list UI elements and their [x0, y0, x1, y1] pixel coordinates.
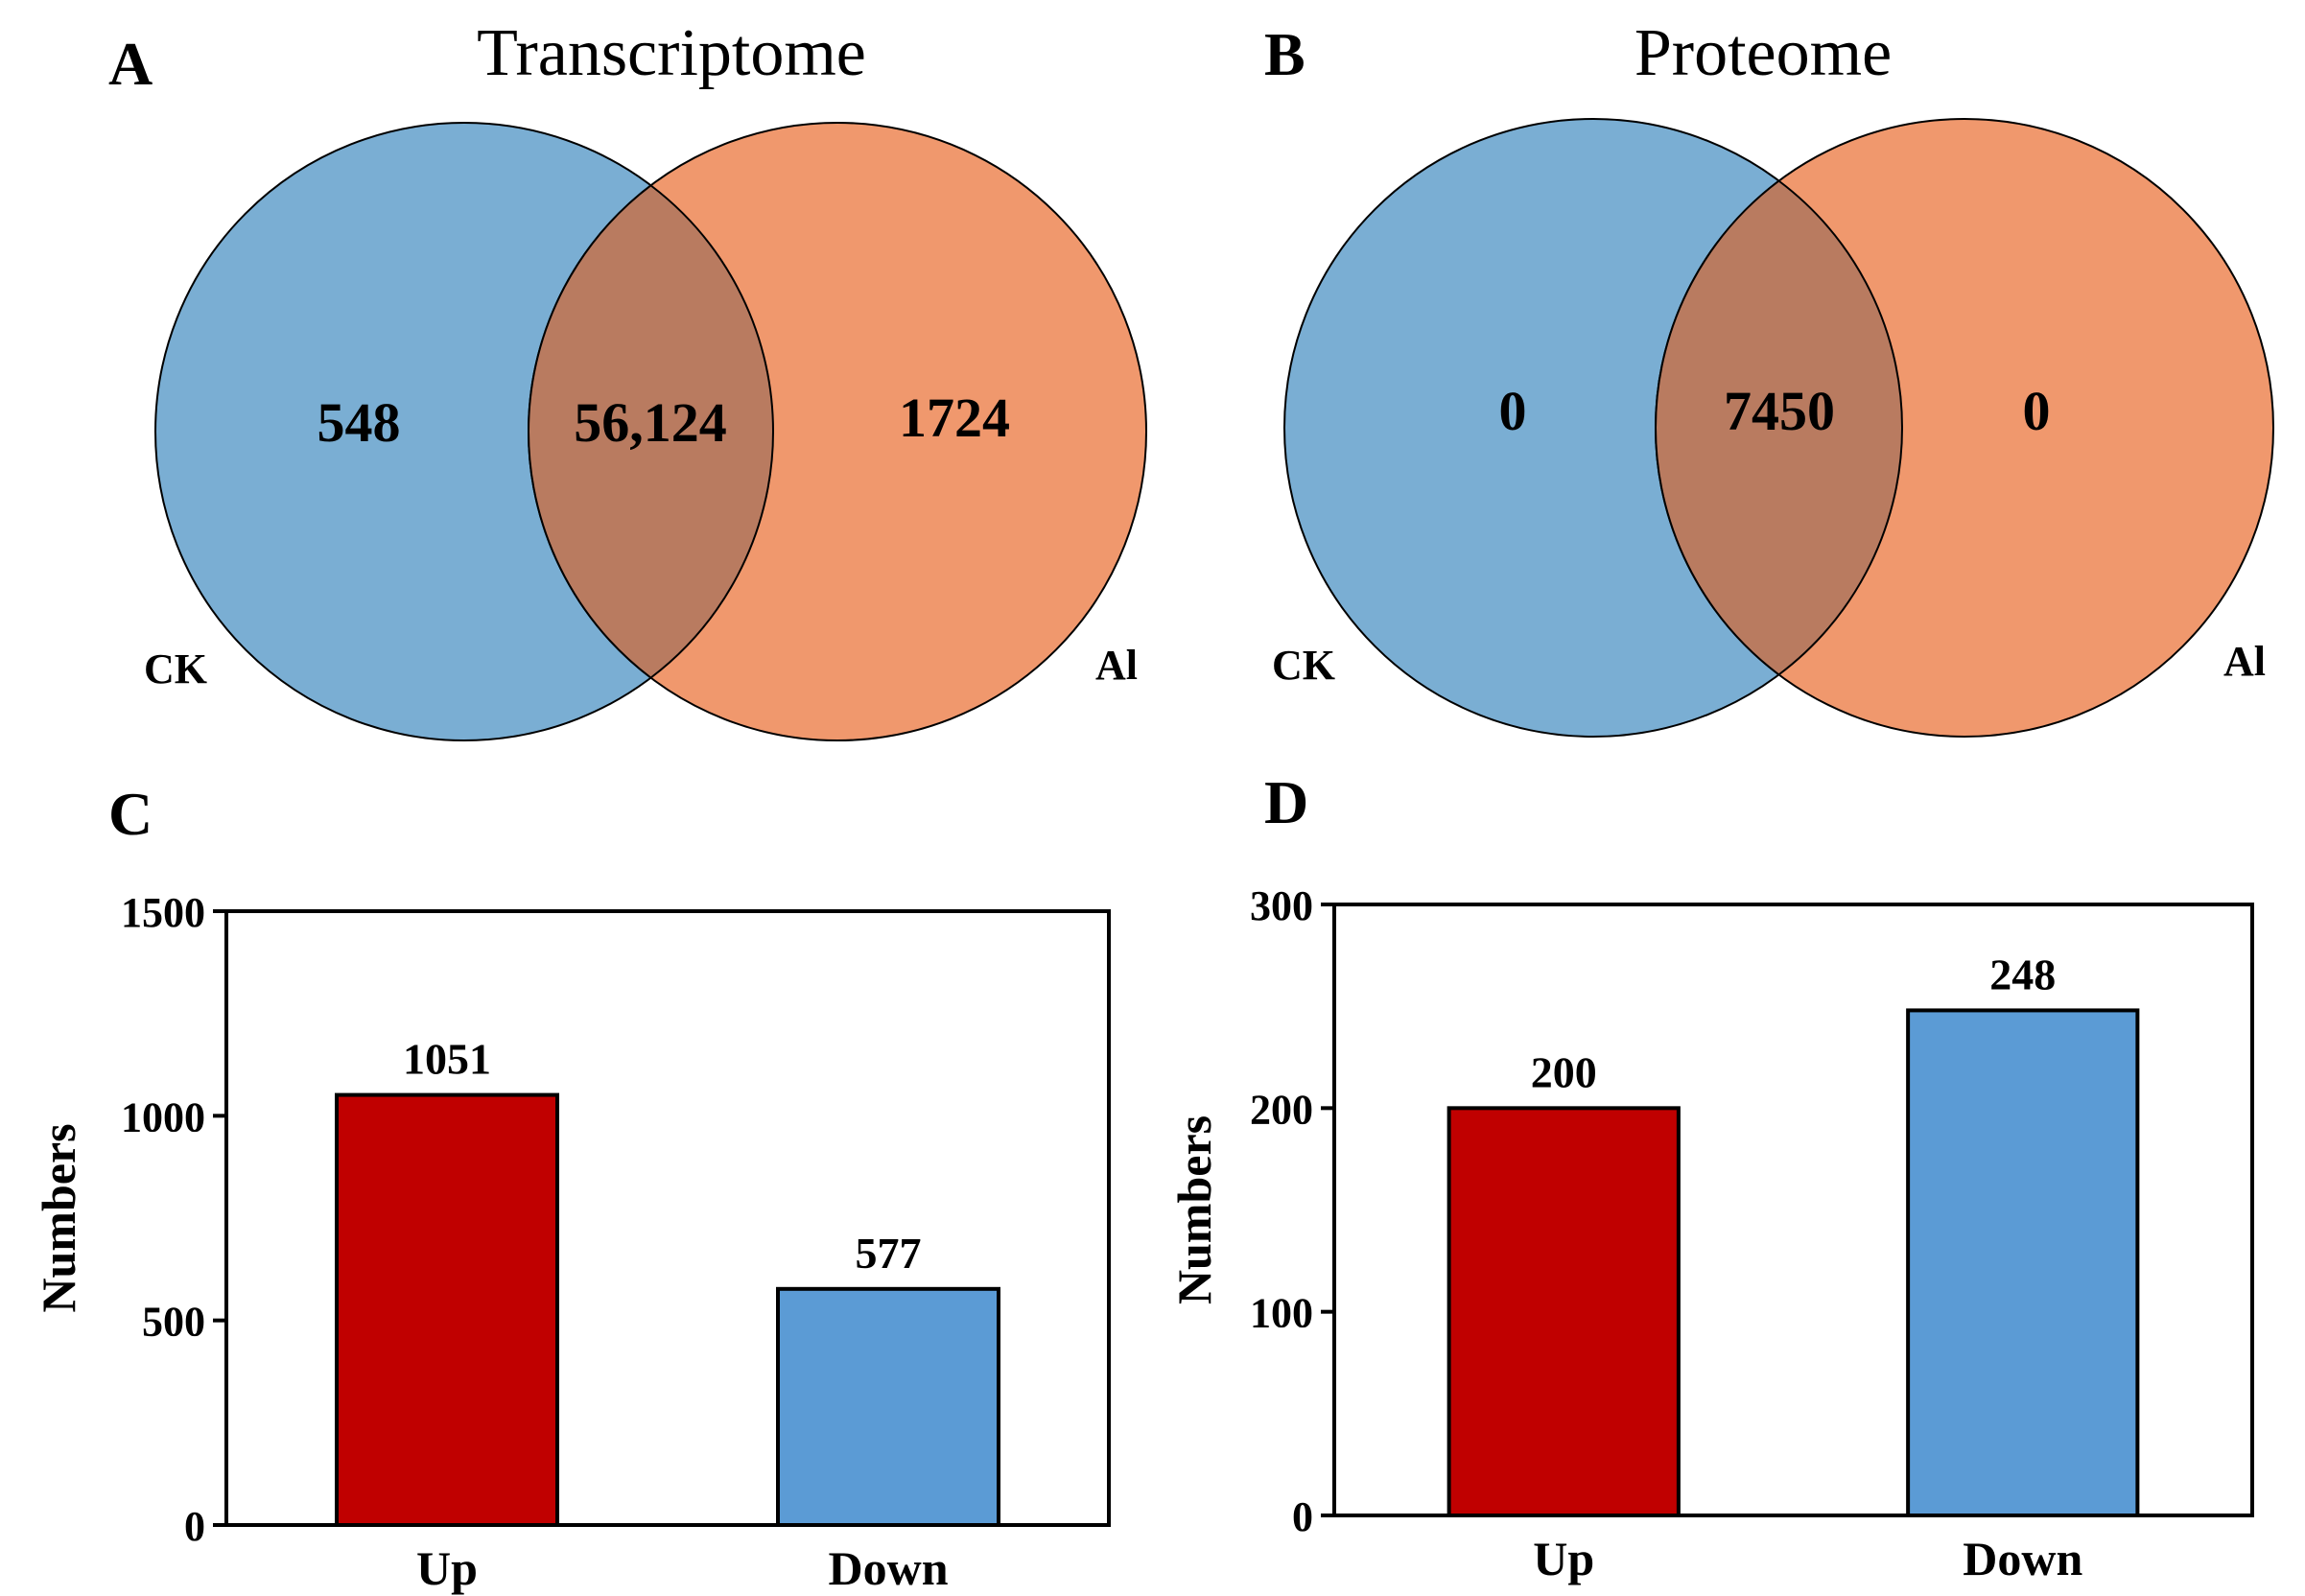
venn-a-al-label: Al — [1095, 642, 1138, 689]
y-tick-label: 0 — [1292, 1493, 1313, 1540]
panel-b-title: Proteome — [1635, 16, 1892, 90]
y-tick-label: 100 — [1250, 1290, 1313, 1337]
panel-d: D 0 100 200 300 Numbers 200 Up 248 Down — [1167, 768, 2254, 1585]
panel-c-letter: C — [108, 780, 153, 848]
y-tick-label: 1500 — [121, 889, 205, 936]
panel-a-letter: A — [108, 30, 153, 98]
bar-chart-c: 0 500 1000 1500 Numbers 1051 Up 577 Down — [32, 889, 1111, 1595]
panel-a: A Transcriptome 548 56,124 1724 CK Al — [108, 16, 1147, 741]
venn-b-al-label: Al — [2223, 638, 2266, 685]
venn-a-overlap — [528, 184, 774, 679]
panel-b: B Proteome 0 7450 0 CK Al — [1264, 16, 2274, 738]
panel-d-letter: D — [1264, 768, 1308, 836]
x-tick-label-up: Up — [1533, 1532, 1594, 1585]
bar-chart-d: 0 100 200 300 Numbers 200 Up 248 Down — [1167, 882, 2254, 1585]
venn-b-al-only-count: 0 — [2023, 380, 2051, 442]
venn-b-ck-label: CK — [1272, 642, 1335, 689]
venn-a-ck-only-count: 548 — [318, 391, 401, 454]
y-axis-title: Numbers — [1167, 1115, 1221, 1304]
venn-b-overlap — [1654, 179, 1904, 676]
bar-value-label-down: 248 — [1989, 950, 2056, 998]
x-tick-label-down: Down — [828, 1541, 948, 1595]
plot-frame — [224, 909, 1111, 1527]
bar-down — [1906, 1008, 2140, 1517]
bar-down — [776, 1286, 1000, 1528]
y-tick-label: 200 — [1250, 1086, 1313, 1133]
y-tick-label: 300 — [1250, 882, 1313, 929]
y-tick-label: 1000 — [121, 1093, 205, 1140]
venn-b-ck-only-count: 0 — [1499, 380, 1527, 442]
bar-up — [335, 1092, 559, 1528]
bar-up — [1447, 1106, 1681, 1518]
venn-a-overlap-count: 56,124 — [574, 391, 727, 454]
x-tick-label-up: Up — [416, 1541, 478, 1595]
plot-frame — [1332, 903, 2254, 1517]
y-tick-label: 500 — [142, 1299, 205, 1346]
y-axis-title: Numbers — [32, 1123, 85, 1312]
bar-value-label-up: 200 — [1531, 1047, 1597, 1096]
venn-b — [1283, 118, 2274, 738]
y-tick-label: 0 — [184, 1503, 205, 1550]
venn-a-al-only-count: 1724 — [899, 387, 1010, 449]
venn-a — [154, 122, 1147, 741]
venn-b-overlap-count: 7450 — [1724, 380, 1835, 442]
panel-b-letter: B — [1264, 20, 1305, 88]
panel-c: C 0 500 1000 1500 Numbers 1051 Up 577 Down — [32, 780, 1111, 1595]
bar-value-label-up: 1051 — [403, 1035, 491, 1084]
bar-value-label-down: 577 — [856, 1229, 922, 1278]
x-tick-label-down: Down — [1963, 1532, 2082, 1585]
venn-a-ck-label: CK — [144, 645, 207, 692]
panel-a-title: Transcriptome — [477, 16, 866, 90]
